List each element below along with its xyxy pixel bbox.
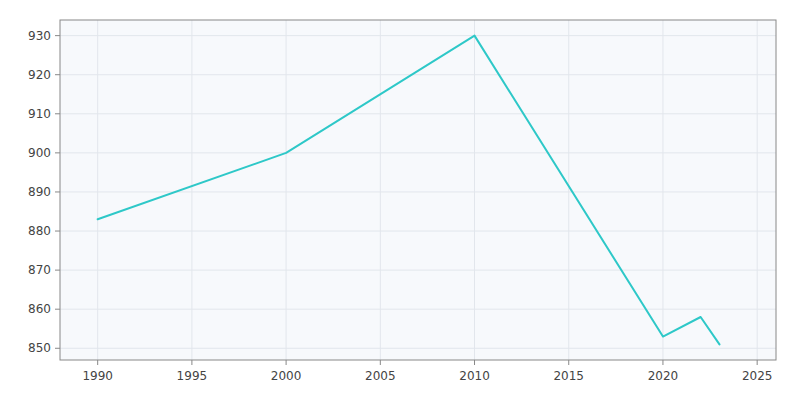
x-tick bbox=[286, 360, 287, 365]
y-grid-line bbox=[60, 309, 776, 310]
x-tick-label: 2015 bbox=[553, 369, 584, 383]
y-tick-label: 900 bbox=[28, 146, 51, 160]
x-tick bbox=[474, 360, 475, 365]
x-tick bbox=[757, 360, 758, 365]
x-tick-label: 2020 bbox=[648, 369, 679, 383]
x-tick bbox=[568, 360, 569, 365]
y-grid-line bbox=[60, 231, 776, 232]
axes: 1990 1995 2000 2005 2010 2015 2020 2025 850 860 87… bbox=[28, 29, 772, 383]
y-tick-label: 890 bbox=[28, 185, 51, 199]
y-tick bbox=[55, 152, 60, 153]
y-grid-line bbox=[60, 35, 776, 36]
y-grid-line bbox=[60, 113, 776, 114]
y-tick bbox=[55, 348, 60, 349]
chart-svg: 1990 1995 2000 2005 2010 2015 2020 2025 850 860 87… bbox=[0, 0, 800, 400]
x-tick-label: 1990 bbox=[82, 369, 113, 383]
y-tick bbox=[55, 231, 60, 232]
plot-frame bbox=[60, 20, 776, 360]
x-tick bbox=[380, 360, 381, 365]
y-grid-line bbox=[60, 270, 776, 271]
y-grid-line bbox=[60, 348, 776, 349]
y-tick-label: 920 bbox=[28, 68, 51, 82]
plot-background bbox=[60, 20, 776, 360]
y-tick-label: 910 bbox=[28, 107, 51, 121]
y-tick bbox=[55, 309, 60, 310]
x-tick bbox=[191, 360, 192, 365]
x-tick-label: 2000 bbox=[271, 369, 302, 383]
y-grid-line bbox=[60, 152, 776, 153]
y-tick bbox=[55, 35, 60, 36]
y-tick bbox=[55, 191, 60, 192]
x-tick bbox=[662, 360, 663, 365]
x-tick-label: 2025 bbox=[742, 369, 773, 383]
y-tick-label: 880 bbox=[28, 224, 51, 238]
x-tick-label: 2005 bbox=[365, 369, 396, 383]
y-tick-label: 930 bbox=[28, 29, 51, 43]
y-grid-line bbox=[60, 74, 776, 75]
x-tick-label: 1995 bbox=[177, 369, 208, 383]
y-tick-label: 850 bbox=[28, 341, 51, 355]
x-tick bbox=[97, 360, 98, 365]
y-tick bbox=[55, 270, 60, 271]
data-marks bbox=[98, 36, 720, 345]
y-tick-label: 860 bbox=[28, 302, 51, 316]
grid bbox=[60, 20, 776, 360]
x-tick-label: 2010 bbox=[459, 369, 490, 383]
data-line bbox=[98, 36, 720, 345]
y-grid-line bbox=[60, 191, 776, 192]
y-tick-label: 870 bbox=[28, 263, 51, 277]
chart-container: 1990 1995 2000 2005 2010 2015 2020 2025 850 860 87… bbox=[0, 0, 800, 400]
y-tick bbox=[55, 74, 60, 75]
y-tick bbox=[55, 113, 60, 114]
